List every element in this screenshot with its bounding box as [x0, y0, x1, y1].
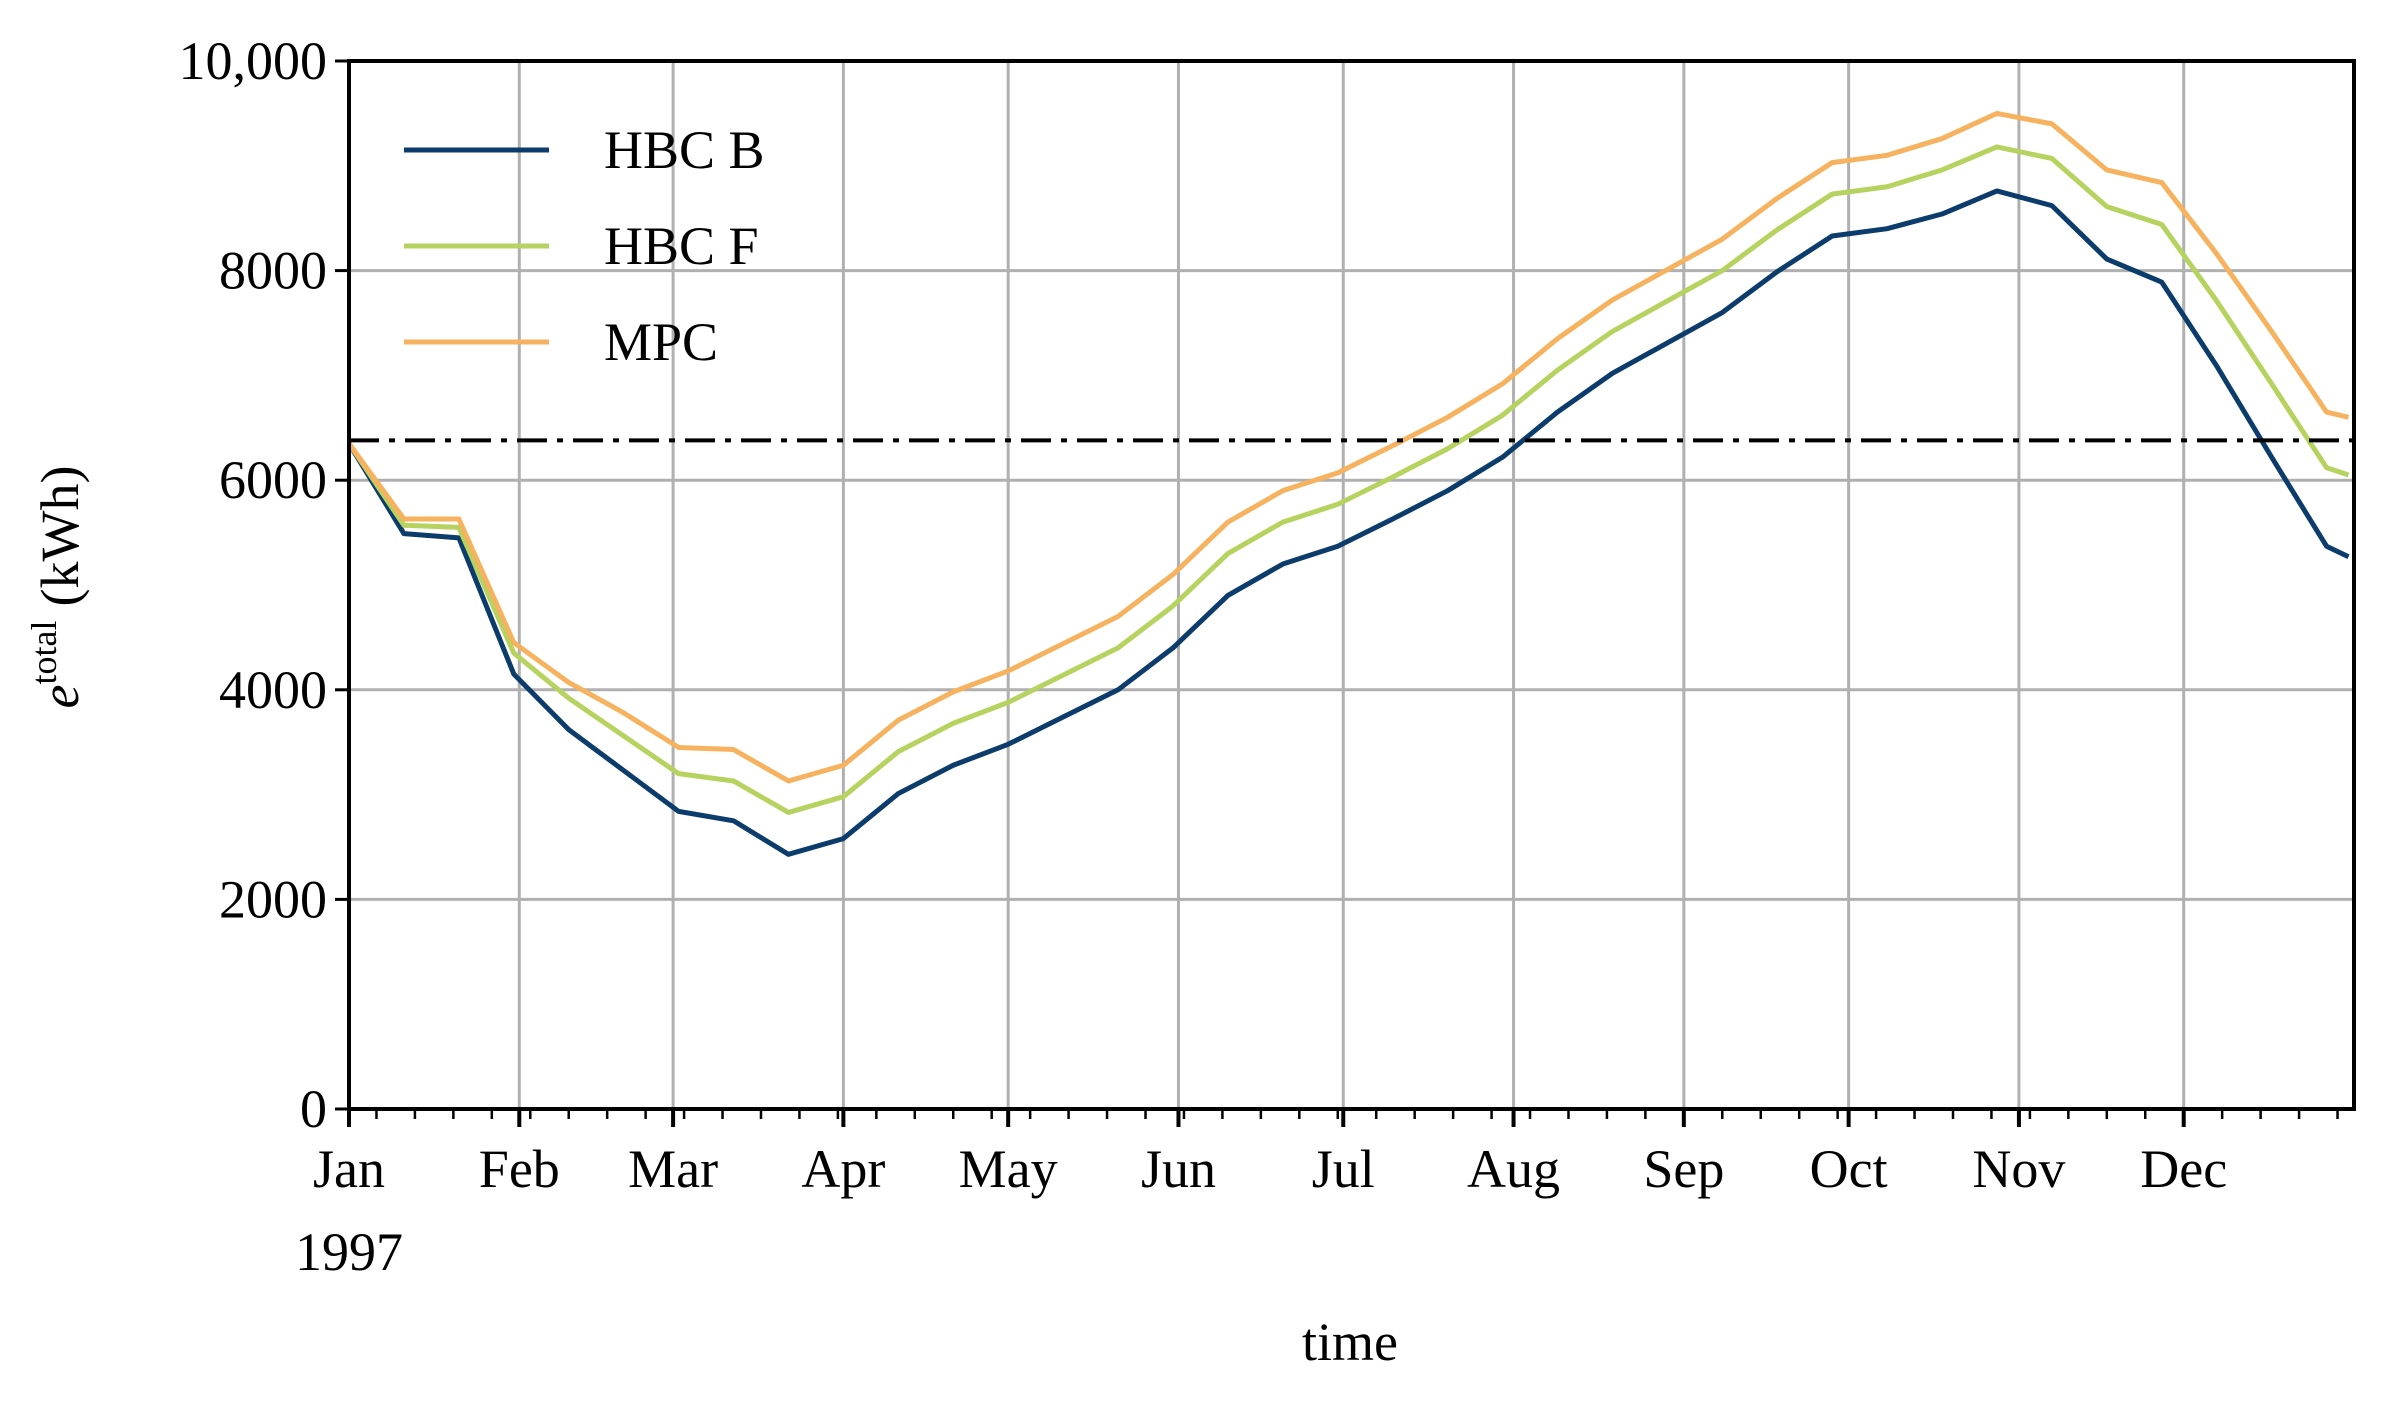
x-tick-label: Mar [628, 1139, 718, 1199]
y-axis-title: etotal (kWh) [24, 466, 90, 709]
x-tick-label: Dec [2140, 1139, 2227, 1199]
series-line [346, 188, 2350, 857]
x-tick-label: Aug [1467, 1139, 1560, 1199]
y-tick-label: 2000 [219, 869, 327, 929]
x-tick-label: Oct [1810, 1139, 1888, 1199]
plot-frame [347, 59, 2356, 1111]
y-title-base: e [30, 684, 90, 708]
y-tick-label: 4000 [219, 660, 327, 720]
y-tick-label: 0 [300, 1079, 327, 1139]
y-tick-label: 6000 [219, 450, 327, 510]
x-axis-title: time [1302, 1312, 1398, 1372]
y-title-sup: total [24, 620, 64, 684]
series-line [346, 144, 2350, 815]
series-line [346, 110, 2350, 784]
legend-label: HBC B [604, 120, 765, 180]
y-tick-label: 8000 [219, 241, 327, 301]
x-tick-label: Feb [479, 1139, 560, 1199]
x-tick-label: Jul [1312, 1139, 1375, 1199]
x-tick-label: Jun [1141, 1139, 1216, 1199]
x-tick-label: Sep [1643, 1139, 1724, 1199]
x-tick-label: May [959, 1139, 1058, 1199]
y-tick-label: 10,000 [179, 31, 328, 91]
legend-label: HBC F [604, 216, 759, 276]
x-tick-label: Jan [313, 1139, 385, 1199]
x-tick-label: Apr [801, 1139, 885, 1199]
legend-label: MPC [604, 312, 718, 372]
year-label: 1997 [295, 1222, 403, 1282]
y-title-unit: (kWh) [30, 466, 90, 607]
x-tick-label: Nov [1972, 1139, 2065, 1199]
